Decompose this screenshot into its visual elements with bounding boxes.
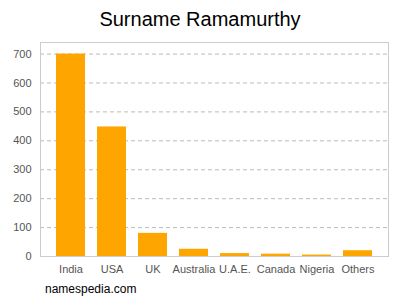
svg-text:700: 700 [13, 48, 31, 60]
svg-text:USA: USA [101, 263, 124, 275]
svg-text:Nigeria: Nigeria [300, 263, 336, 275]
svg-text:200: 200 [13, 192, 31, 204]
html-text:namespedia.com: namespedia.com [45, 282, 137, 296]
svg-text:U.A.E.: U.A.E. [219, 263, 251, 275]
svg-text:100: 100 [13, 221, 31, 233]
svg-text:Others: Others [341, 263, 375, 275]
svg-text:UK: UK [145, 263, 161, 275]
svg-text:300: 300 [13, 163, 31, 175]
svg-text:India: India [59, 263, 84, 275]
svg-text:400: 400 [13, 134, 31, 146]
svg-text:500: 500 [13, 105, 31, 117]
svg-text:Australia: Australia [173, 263, 217, 275]
svg-text:0: 0 [25, 250, 31, 262]
html-text:Surname Ramamurthy: Surname Ramamurthy [99, 8, 301, 30]
svg-text:600: 600 [13, 77, 31, 89]
svg-text:Canada: Canada [257, 263, 296, 275]
